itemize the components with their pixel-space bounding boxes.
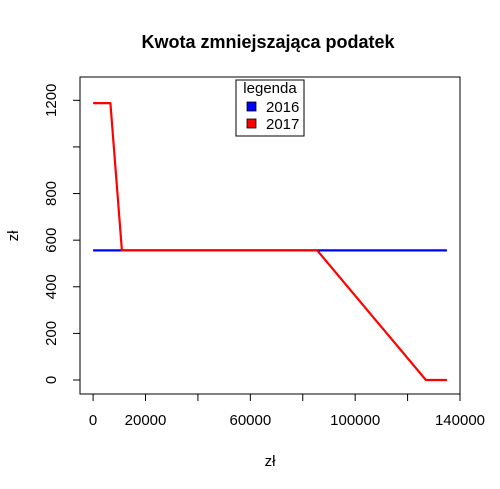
y-tick-label: 600 xyxy=(43,228,60,253)
y-axis-label: zł xyxy=(5,230,22,242)
legend-label-2017: 2017 xyxy=(266,116,299,133)
legend-swatch-2016 xyxy=(246,101,257,112)
x-tick-label: 140000 xyxy=(435,412,485,429)
x-tick-label: 0 xyxy=(89,412,97,429)
chart-title: Kwota zmniejszająca podatek xyxy=(141,32,395,52)
y-tick-label: 0 xyxy=(43,376,60,384)
y-tick-label: 800 xyxy=(43,181,60,206)
x-axis-label: zł xyxy=(265,453,277,470)
series-layer xyxy=(93,101,447,382)
y-tick-label: 200 xyxy=(43,321,60,346)
y-axis: 0 200 400 600 800 1200 xyxy=(43,84,81,384)
legend-swatch-2017 xyxy=(246,118,257,129)
x-tick-label: 20000 xyxy=(125,412,167,429)
x-tick-label: 100000 xyxy=(330,412,380,429)
legend: legenda 2016 2017 xyxy=(235,79,305,137)
legend-title: legenda xyxy=(243,80,297,97)
legend-label-2016: 2016 xyxy=(266,99,299,116)
y-tick-label: 1200 xyxy=(43,84,60,117)
x-axis: 0 20000 60000 100000 140000 xyxy=(89,393,485,429)
series-line-2017 xyxy=(93,101,447,382)
y-tick-label: 400 xyxy=(43,274,60,299)
x-tick-label: 60000 xyxy=(229,412,271,429)
